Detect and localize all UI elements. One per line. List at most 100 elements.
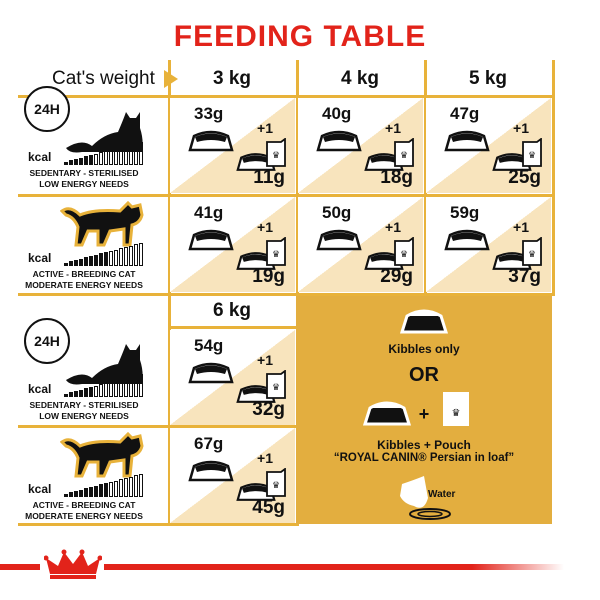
arrow-right-icon (164, 70, 178, 88)
grid-line (296, 60, 299, 296)
kibbles-only-grams: 33g (194, 104, 224, 123)
grid-line (168, 194, 552, 197)
plus-one-label: +1 (257, 352, 273, 368)
weight-3kg: 3 kg (212, 68, 252, 89)
footer-line (0, 564, 40, 570)
pouch-icon: ♛ (393, 137, 415, 173)
pouch-icon: ♛ (265, 236, 287, 272)
kibbles-only-grams: 40g (322, 104, 352, 123)
plus-one-label: +1 (257, 450, 273, 466)
plus-one-label: +1 (257, 219, 273, 235)
plus-label: + (418, 404, 430, 424)
profile-line2: MODERATE ENERGY NEEDS (25, 280, 143, 290)
profile-line2: MODERATE ENERGY NEEDS (25, 511, 143, 521)
royal-canin-crown-logo (44, 549, 102, 579)
profile-label: 24H kcal SEDENTARY - STERILISED LOW ENERGY … (0, 318, 168, 427)
profile-label: kcal ACTIVE - BREEDING CAT MODERATE ENERGY… (0, 428, 168, 525)
pouch-icon: ♛ (265, 467, 287, 503)
grid-line (168, 523, 296, 526)
kibbles-pouch-label: Kibbles + Pouch (377, 438, 471, 452)
bowl-icon (236, 251, 276, 276)
svg-text:♛: ♛ (528, 249, 536, 259)
energy-scale-icon (64, 474, 143, 497)
svg-text:♛: ♛ (272, 382, 280, 392)
bowl-icon (444, 130, 490, 157)
bowl-icon (316, 229, 362, 256)
profile-line1: ACTIVE - BREEDING CAT (32, 269, 136, 279)
profile-label: 24H kcal SEDENTARY - STERILISED LOW ENERGY … (0, 86, 168, 195)
legend-panel: Kibbles only OR + ♛ Kibbles + Pouch “ROY… (296, 296, 552, 524)
plus-one-label: +1 (513, 120, 529, 136)
pouch-icon: ♛ (265, 369, 287, 405)
svg-text:♛: ♛ (272, 249, 280, 259)
kibbles-only-grams: 67g (194, 434, 224, 453)
kibbles-only-grams: 41g (194, 203, 224, 222)
pouch-icon: ♛ (265, 137, 287, 173)
grid-line (18, 95, 168, 98)
profile-line1: SEDENTARY - STERILISED (29, 168, 139, 178)
grid-line (18, 425, 168, 428)
svg-text:♛: ♛ (452, 408, 461, 419)
pouch-icon: ♛ (521, 236, 543, 272)
kibbles-with-pouch-grams: 32g (252, 399, 285, 420)
grid-line (552, 60, 555, 296)
feeding-cell: 67g +1 ♛ 45g (170, 428, 295, 523)
kibbles-only-grams: 47g (450, 104, 480, 123)
bowl-icon (188, 229, 234, 256)
walking-cat-icon (59, 200, 150, 252)
bowl-icon (316, 130, 362, 157)
kcal-label: kcal (28, 482, 52, 496)
product-label: “ROYAL CANIN® Persian in loaf” (333, 452, 515, 464)
bowl-icon (362, 401, 412, 426)
water-label: Water (428, 489, 456, 500)
page-title: FEEDING TABLE (173, 20, 427, 53)
plus-one-label: +1 (257, 120, 273, 136)
bowl-icon (188, 460, 234, 487)
energy-scale-icon (64, 142, 143, 165)
plus-one-label: +1 (385, 219, 401, 235)
grid-line (18, 194, 168, 197)
kibbles-with-pouch-grams: 37g (508, 266, 541, 287)
svg-text:♛: ♛ (272, 480, 280, 490)
feeding-cell: 47g +1 ♛ 25g (426, 98, 551, 193)
svg-text:♛: ♛ (528, 150, 536, 160)
profile-line1: ACTIVE - BREEDING CAT (32, 500, 136, 510)
plus-one-label: +1 (385, 120, 401, 136)
grid-line (18, 293, 168, 296)
footer-line (104, 564, 564, 570)
kcal-label: kcal (28, 150, 52, 164)
pouch-icon: ♛ (393, 236, 415, 272)
feeding-cell: 50g +1 ♛ 29g (298, 197, 423, 292)
grid-line (18, 523, 168, 526)
bowl-icon (444, 229, 490, 256)
grid-line (168, 425, 296, 428)
weight-6kg: 6 kg (212, 300, 252, 321)
pouch-icon: ♛ (443, 392, 469, 426)
plus-one-label: +1 (513, 219, 529, 235)
bowl-icon (236, 384, 276, 409)
svg-text:♛: ♛ (400, 150, 408, 160)
grid-line (168, 296, 171, 526)
feeding-cell: 59g +1 ♛ 37g (426, 197, 551, 292)
kibbles-with-pouch-grams: 19g (252, 266, 285, 287)
pouch-icon: ♛ (521, 137, 543, 173)
weight-5kg: 5 kg (468, 68, 508, 89)
24h-clock-icon: 24H (24, 86, 70, 132)
bowl-icon (399, 309, 449, 334)
lying-cat-icon (62, 108, 162, 159)
kibbles-with-pouch-grams: 11g (253, 167, 285, 188)
feeding-cell: 33g +1 ♛ 11g (170, 98, 295, 193)
lying-cat-icon (62, 340, 162, 391)
water-drop-icon (400, 476, 451, 520)
kibbles-with-pouch-grams: 45g (252, 497, 285, 518)
kibbles-with-pouch-grams: 29g (380, 266, 413, 287)
cats-weight-label: Cat's weight (52, 68, 155, 89)
kcal-label: kcal (28, 251, 52, 265)
bowl-icon (188, 362, 234, 389)
grid-line (168, 95, 552, 98)
kibbles-only-grams: 50g (322, 203, 352, 222)
feeding-cell: 41g +1 ♛ 19g (170, 197, 295, 292)
energy-scale-icon (64, 243, 143, 266)
profile-line1: SEDENTARY - STERILISED (29, 400, 139, 410)
profile-line2: LOW ENERGY NEEDS (39, 179, 129, 189)
